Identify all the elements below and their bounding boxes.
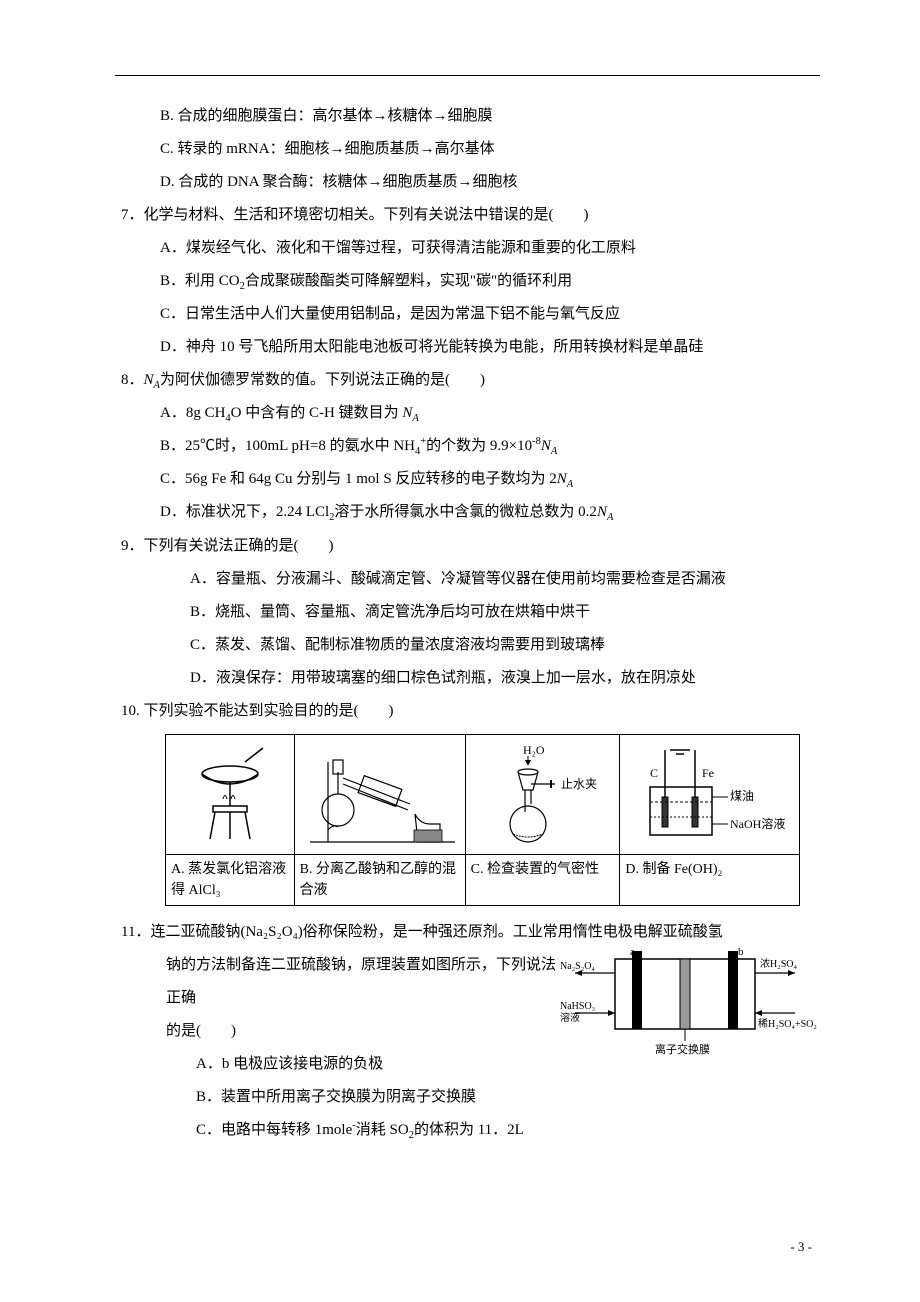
q8-a-mid: O 中含有的 C-H 键数目为 [231,405,403,421]
q8-option-b: B．25℃时，100mL pH=8 的氨水中 NH4+的个数为 9.9×10-8… [115,430,820,463]
apparatus-feoh2-icon: C Fe 煤油 NaOH溶液 [630,742,790,847]
q9-option-a: A．容量瓶、分液漏斗、酸碱滴定管、冷凝管等仪器在使用前均需要检查是否漏液 [115,563,820,596]
label-clamp: 止水夹 [561,777,597,791]
q10-cell-d-img: C Fe 煤油 NaOH溶液 [620,734,800,854]
label-naoh: NaOH溶液 [730,816,785,831]
header-rule [115,75,820,76]
q7-b-post: 合成聚碳酸酯类可降解塑料，实现"碳"的循环利用 [245,273,572,289]
q8-c-nasub: A [567,479,573,490]
apparatus-distillation-icon [300,742,460,847]
q8-d-mid: 溶于水所得氯水中含氯的微粒总数为 0.2 [334,504,597,520]
page-number: - 3 - [790,1233,812,1262]
label-c: C [650,766,658,780]
q8-option-a: A．8g CH4O 中含有的 C-H 键数目为 NA [115,397,820,430]
q8-d-nasub: A [607,512,613,523]
label-fe: Fe [702,766,714,780]
q11-option-c: C．电路中每转移 1mole-消耗 SO2的体积为 11．2L [121,1114,820,1147]
q9-stem: 9．下列有关说法正确的是( ) [115,530,820,563]
q9-option-d: D．液溴保存：用带玻璃塞的细口棕色试剂瓶，液溴上加一层水，放在阴凉处 [115,662,820,695]
q8-option-d: D．标准状况下，2.24 LCl2溶于水所得氯水中含氯的微粒总数为 0.2NA [115,496,820,529]
q7-option-d: D．神舟 10 号飞船所用太阳能电池板可将光能转换为电能，所用转换材料是单晶硅 [115,331,820,364]
q8-b-na: N [541,438,551,454]
orphan-option-d: D. 合成的 DNA 聚合酶：核糖体→细胞质基质→细胞核 [115,166,820,199]
q10-caption-d: D. 制备 Fe(OH)₂ [620,854,800,905]
q9-option-b: B．烧瓶、量筒、容量瓶、滴定管洗净后均可放在烘箱中烘干 [115,596,820,629]
q10-cell-a-img [166,734,295,854]
q11-block: 11．连二亚硫酸钠(Na₂S₂O₄)俗称保险粉，是一种强还原剂。工业常用惰性电极… [115,916,820,1147]
q8-a-na: N [402,405,412,421]
q10-table: H₂O 止水夹 [165,734,800,906]
q10-caption-a: A. 蒸发氯化铝溶液得 AlCl₃ [166,854,295,905]
q10-caption-b: B. 分离乙酸钠和乙醇的混合液 [294,854,465,905]
q8-b-nasub: A [551,446,557,457]
q8-b-sup2: -8 [532,436,541,447]
q8-b-mid: 的个数为 9.9×10 [426,438,532,454]
q11-option-b: B．装置中所用离子交换膜为阴离子交换膜 [121,1081,820,1114]
q7-stem: 7．化学与材料、生活和环境密切相关。下列有关说法中错误的是( ) [115,199,820,232]
label-oil: 煤油 [730,789,754,803]
q8-stem: 8．NA为阿伏伽德罗常数的值。下列说法正确的是( ) [115,364,820,397]
q10-cell-c-img: H₂O 止水夹 [465,734,620,854]
q8-c-pre: C．56g Fe 和 64g Cu 分别与 1 mol S 反应转移的电子数均为… [160,471,557,487]
orphan-option-b: B. 合成的细胞膜蛋白：高尔基体→核糖体→细胞膜 [115,100,820,133]
q8-b-pre: B．25℃时，100mL pH=8 的氨水中 NH [160,438,415,454]
q11-c-post: 的体积为 11．2L [414,1122,524,1138]
label-nahso3: NaHSO₃ [560,1001,595,1012]
q8-stem-pre: 8． [121,372,144,388]
apparatus-airtight-icon: H₂O 止水夹 [473,742,613,847]
label-h2o: H₂O [523,743,545,757]
electrolysis-diagram-icon: a b Na₂S₂O₄ NaHSO₃ 溶液 浓H₂SO₄ 稀H₂SO₄+SO₂ [560,941,820,1061]
q10-cell-b-img [294,734,465,854]
label-nahso3-2: 溶液 [560,1011,580,1024]
label-b: b [738,946,744,958]
q8-d-na: N [597,504,607,520]
q11-diagram: a b Na₂S₂O₄ NaHSO₃ 溶液 浓H₂SO₄ 稀H₂SO₄+SO₂ [560,941,820,1074]
q10-caption-c: C. 检查装置的气密性 [465,854,620,905]
q8-b-sub1: 4 [415,446,420,457]
q8-stem-var: N [144,372,154,388]
orphan-option-c: C. 转录的 mRNA：细胞核→细胞质基质→高尔基体 [115,133,820,166]
q7-option-a: A．煤炭经气化、液化和干馏等过程，可获得清洁能源和重要的化工原料 [115,232,820,265]
q8-a-nasub: A [412,413,418,424]
q8-c-na: N [557,471,567,487]
q10-stem: 10. 下列实验不能达到实验目的的是( ) [115,695,820,728]
q7-b-pre: B．利用 CO [160,273,240,289]
q7-option-c: C．日常生活中人们大量使用铝制品，是因为常温下铝不能与氧气反应 [115,298,820,331]
label-h2so4-conc: 浓H₂SO₄ [760,958,797,970]
q11-stem-line1: 11．连二亚硫酸钠(Na₂S₂O₄)俗称保险粉，是一种强还原剂。工业常用惰性电极… [121,916,820,949]
label-membrane: 离子交换膜 [655,1042,710,1056]
q8-option-c: C．56g Fe 和 64g Cu 分别与 1 mol S 反应转移的电子数均为… [115,463,820,496]
label-h2so4-dil: 稀H₂SO₄+SO₂ [758,1017,817,1030]
q8-a-pre: A．8g CH [160,405,225,421]
q11-c-pre: C．电路中每转移 1mole [196,1122,352,1138]
q7-option-b: B．利用 CO2合成聚碳酸酯类可降解塑料，实现"碳"的循环利用 [115,265,820,298]
apparatus-evaporation-icon [185,744,275,844]
q8-d-pre: D．标准状况下，2.24 LCl [160,504,329,520]
q8-stem-post: 为阿伏伽德罗常数的值。下列说法正确的是( ) [160,372,485,388]
q9-option-c: C．蒸发、蒸馏、配制标准物质的量浓度溶液均需要用到玻璃棒 [115,629,820,662]
q11-c-mid: 消耗 SO [356,1122,409,1138]
label-na2s2o4: Na₂S₂O₄ [560,961,595,972]
